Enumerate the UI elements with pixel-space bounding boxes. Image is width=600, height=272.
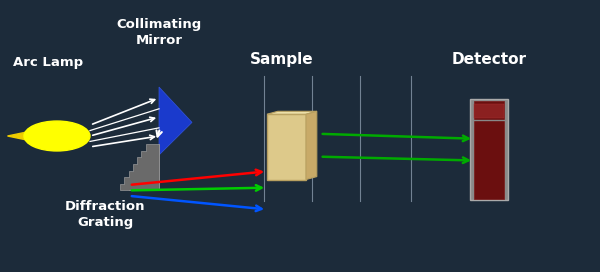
Polygon shape	[159, 87, 192, 155]
Text: Arc Lamp: Arc Lamp	[13, 56, 83, 69]
Polygon shape	[7, 128, 47, 144]
Polygon shape	[267, 111, 317, 114]
FancyBboxPatch shape	[470, 99, 508, 200]
FancyBboxPatch shape	[267, 114, 306, 180]
FancyBboxPatch shape	[474, 101, 504, 199]
Circle shape	[24, 121, 90, 151]
Polygon shape	[306, 111, 317, 180]
Text: Collimating
Mirror: Collimating Mirror	[116, 18, 202, 47]
Text: Detector: Detector	[451, 52, 527, 67]
FancyBboxPatch shape	[474, 104, 504, 118]
Polygon shape	[120, 144, 159, 190]
Text: Diffraction
Grating: Diffraction Grating	[65, 200, 145, 229]
Polygon shape	[129, 144, 159, 190]
Text: Sample: Sample	[250, 52, 314, 67]
